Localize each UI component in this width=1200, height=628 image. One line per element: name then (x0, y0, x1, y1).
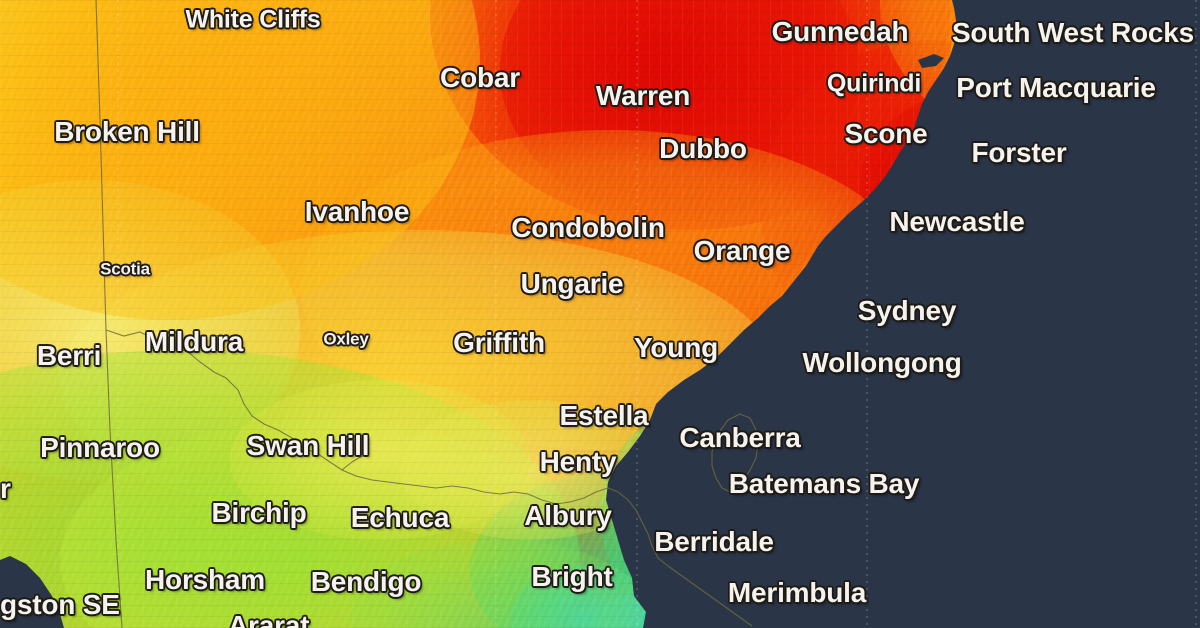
place-label-dubbo[interactable]: Dubbo (659, 133, 747, 164)
place-label-scone[interactable]: Scone (844, 118, 928, 149)
place-label-port-macquarie[interactable]: Port Macquarie (956, 72, 1156, 103)
place-label-berri[interactable]: Berri (36, 340, 102, 371)
place-label-bendigo[interactable]: Bendigo (310, 566, 422, 597)
place-label-broken-hill[interactable]: Broken Hill (54, 116, 200, 147)
place-label-mildura[interactable]: Mildura (144, 326, 244, 357)
place-label-south-west-rocks[interactable]: South West Rocks (951, 17, 1195, 48)
place-label-ungarie[interactable]: Ungarie (520, 268, 624, 299)
place-label-scotia[interactable]: Scotia (100, 259, 150, 279)
place-label-echuca[interactable]: Echuca (350, 502, 450, 533)
place-label-orange[interactable]: Orange (693, 235, 791, 266)
place-label-wollongong[interactable]: Wollongong (802, 347, 962, 378)
place-label-condobolin[interactable]: Condobolin (511, 212, 665, 243)
place-label-sydney[interactable]: Sydney (857, 295, 957, 326)
place-label-clipped-gston-se[interactable]: gston SE (0, 589, 120, 620)
place-label-canberra[interactable]: Canberra (679, 422, 801, 453)
place-label-oxley[interactable]: Oxley (323, 329, 369, 349)
place-label-batemans-bay[interactable]: Batemans Bay (728, 468, 920, 499)
place-label-henty[interactable]: Henty (539, 446, 617, 477)
place-label-gunnedah[interactable]: Gunnedah (771, 16, 909, 47)
place-label-birchip[interactable]: Birchip (211, 497, 307, 528)
place-label-pinnaroo[interactable]: Pinnaroo (40, 432, 160, 463)
place-label-griffith[interactable]: Griffith (453, 327, 545, 358)
place-label-clipped-r[interactable]: r (0, 473, 11, 504)
place-label-newcastle[interactable]: Newcastle (889, 206, 1025, 237)
place-label-swan-hill[interactable]: Swan Hill (246, 430, 370, 461)
heat-blob-canberra-warm (690, 370, 910, 550)
place-label-merimbula[interactable]: Merimbula (727, 577, 867, 608)
place-label-forster[interactable]: Forster (971, 137, 1067, 168)
place-label-warren[interactable]: Warren (595, 80, 691, 111)
place-label-estella[interactable]: Estella (559, 400, 649, 431)
place-label-albury[interactable]: Albury (524, 500, 612, 531)
place-label-horsham[interactable]: Horsham (145, 564, 265, 595)
place-label-white-cliffs[interactable]: White Cliffs (185, 5, 321, 34)
place-label-cobar[interactable]: Cobar (440, 62, 520, 93)
place-label-bright[interactable]: Bright (531, 561, 613, 592)
place-label-clipped-ararat[interactable]: Ararat (228, 610, 310, 628)
place-label-quirindi[interactable]: Quirindi (826, 69, 922, 98)
place-label-ivanhoe[interactable]: Ivanhoe (304, 196, 410, 227)
place-label-young[interactable]: Young (633, 332, 719, 363)
place-label-berridale[interactable]: Berridale (654, 526, 774, 557)
